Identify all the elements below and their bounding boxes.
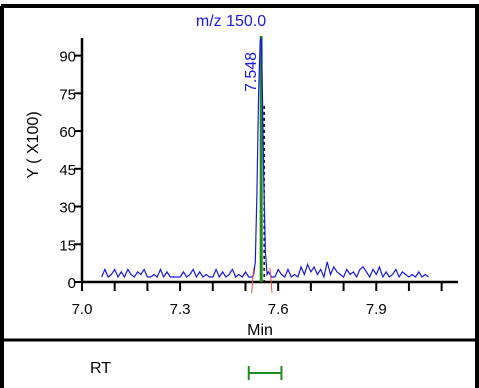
y-tick-label: 0	[68, 275, 76, 292]
peak-rt-label: 7.548	[243, 52, 260, 92]
y-tick-label: 45	[59, 162, 76, 179]
y-axis-label: Y ( X100)	[25, 111, 42, 178]
y-tick-label: 15	[59, 237, 76, 254]
integration-end-mark	[269, 267, 273, 294]
x-tick-label: 7.3	[170, 301, 191, 318]
x-axis-label: Min	[247, 322, 273, 339]
chart-title: m/z 150.0	[196, 13, 266, 30]
x-tick-label: 7.0	[72, 301, 93, 318]
y-tick-label: 90	[59, 49, 76, 66]
y-tick-label: 60	[59, 124, 76, 141]
integration-start-mark	[251, 267, 255, 294]
x-tick-label: 7.9	[366, 301, 387, 318]
rt-row-label: RT	[90, 360, 111, 377]
rt-range-bar	[247, 366, 283, 380]
y-tick-label: 30	[59, 200, 76, 217]
chromatogram-trace	[101, 37, 429, 279]
x-axis-ticks: 7.0 7.3 7.6 7.9	[72, 282, 443, 318]
x-tick-label: 7.6	[268, 301, 289, 318]
y-tick-label: 75	[59, 86, 76, 103]
y-axis-ticks: 0 15 30 45 60 75 90	[59, 49, 82, 292]
